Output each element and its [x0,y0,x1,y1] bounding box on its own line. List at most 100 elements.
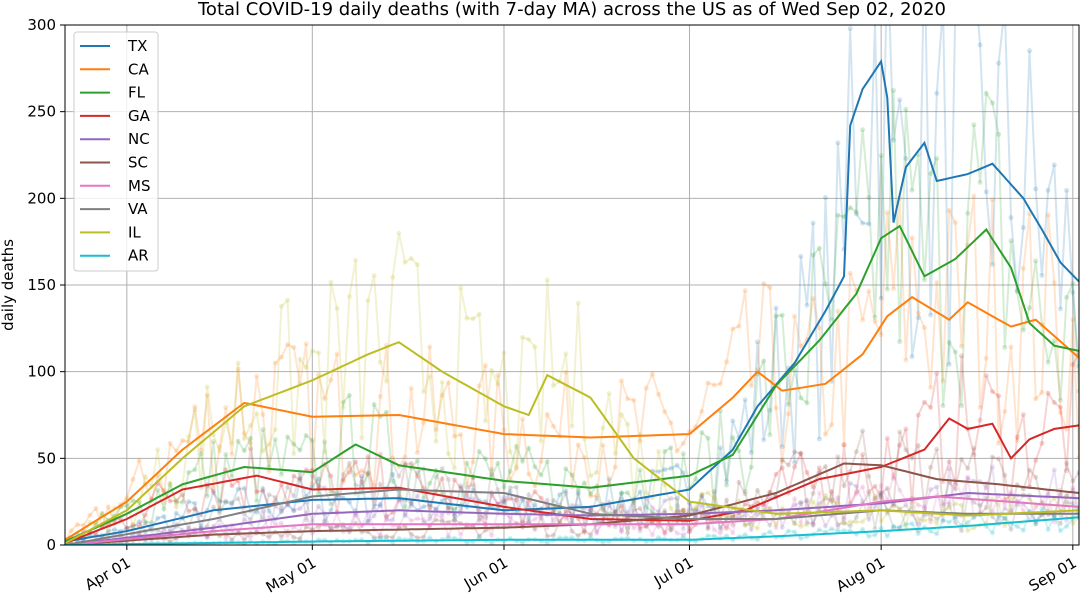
daily-point-ca [439,392,445,398]
daily-point-tx [662,467,668,473]
daily-point-nc [291,507,297,513]
daily-point-fl [581,480,587,486]
daily-point-tx [946,361,952,367]
daily-point-il [285,297,291,303]
daily-point-ar [705,533,711,539]
daily-point-sc [1057,491,1063,497]
daily-point-ca [1039,389,1045,395]
daily-point-ga [779,465,785,471]
daily-point-ca [977,404,983,410]
daily-point-ca [921,325,927,331]
daily-point-fl [575,487,581,493]
daily-point-va [717,526,723,532]
daily-point-tx [563,488,569,494]
daily-point-nc [668,496,674,502]
daily-point-ar [829,526,835,532]
daily-point-tx [983,189,989,195]
daily-point-nc [588,508,594,514]
daily-point-ca [959,343,965,349]
daily-point-ca [810,295,816,301]
daily-point-nc [804,520,810,526]
daily-point-nc [439,512,445,518]
daily-point-ca [272,360,278,366]
daily-point-ga [977,417,983,423]
daily-point-ga [1057,404,1063,410]
daily-point-va [470,482,476,488]
daily-point-fl [1057,397,1063,403]
daily-point-ar [1051,513,1057,519]
daily-point-nc [297,506,303,512]
daily-point-il [359,435,365,441]
daily-point-fl [192,467,198,473]
daily-point-ca [192,404,198,410]
daily-point-ca [1045,212,1051,218]
daily-point-nc [377,501,383,507]
daily-point-fl [1002,344,1008,350]
daily-point-tx [1076,363,1079,369]
daily-point-fl [668,445,674,451]
daily-point-ca [872,318,878,324]
daily-point-ca [93,505,99,511]
daily-point-va [792,520,798,526]
daily-point-ca [198,447,204,453]
daily-point-ms [810,522,816,528]
daily-point-va [668,527,674,533]
daily-point-ca [1057,409,1063,415]
daily-point-ga [860,452,866,458]
daily-point-ar [816,527,822,533]
daily-point-nc [618,527,624,533]
daily-point-va [823,495,828,501]
daily-point-sc [1064,461,1070,467]
daily-point-va [971,499,977,505]
daily-point-sc [952,486,958,492]
daily-point-fl [952,349,958,355]
daily-point-nc [408,500,414,506]
daily-point-ga [1039,440,1045,446]
daily-point-va [452,517,458,523]
daily-point-fl [142,519,148,525]
daily-point-ar [878,525,884,531]
daily-point-ga [513,497,519,503]
daily-point-fl [445,505,451,511]
daily-point-ms [1008,489,1014,495]
daily-point-ca [649,371,655,377]
daily-point-fl [835,212,841,218]
daily-point-va [742,522,748,528]
legend-label-nc: NC [128,130,150,148]
daily-point-fl [427,480,433,486]
daily-point-nc [316,503,321,509]
daily-point-tx [111,526,117,532]
daily-point-ca [328,377,334,383]
daily-point-va [612,524,618,530]
ma-line-tx [65,58,1079,543]
daily-point-nc [365,518,371,524]
daily-point-il [884,510,890,516]
daily-point-tx [526,516,532,522]
daily-point-va [816,501,822,507]
daily-point-tx [223,499,229,505]
chart-title: Total COVID-19 daily deaths (with 7-day … [197,0,946,20]
daily-point-ca [278,354,284,360]
daily-point-ca [594,493,600,499]
daily-point-tx [217,498,223,504]
daily-point-fl [482,456,488,462]
daily-point-va [513,484,519,490]
daily-point-ga [841,442,847,448]
daily-point-il [470,316,476,322]
daily-point-sc [668,527,674,533]
daily-point-tx [285,502,291,508]
daily-point-tx [520,497,526,503]
daily-point-ga [173,498,179,504]
daily-point-ga [618,503,624,509]
daily-point-ca [798,343,804,349]
daily-point-ga [167,498,173,504]
daily-point-fl [785,401,791,407]
daily-point-fl [891,87,897,93]
daily-point-tx [656,469,662,475]
daily-point-ms [594,530,600,536]
daily-point-ca [124,495,130,501]
daily-point-va [847,523,853,529]
daily-point-ms [1051,519,1057,525]
daily-point-ar [897,524,903,530]
